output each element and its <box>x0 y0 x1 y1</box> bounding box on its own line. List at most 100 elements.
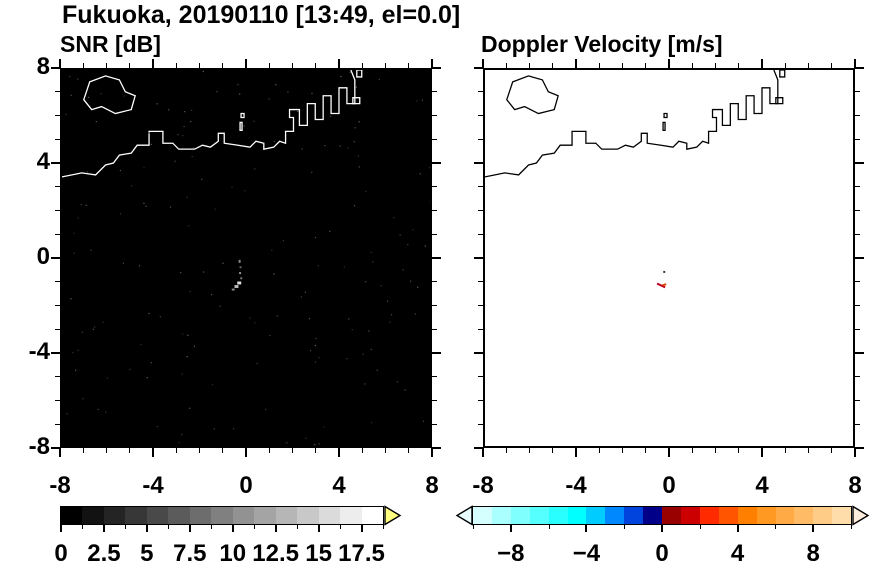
axis-tick <box>598 63 600 68</box>
noise-speckle <box>256 362 258 365</box>
noise-speckle <box>202 70 204 73</box>
axis-tick <box>408 448 410 453</box>
echo-marker <box>663 270 666 273</box>
x-tick-label: 0 <box>239 472 253 499</box>
axis-tick <box>855 400 860 401</box>
colorbar-segment <box>756 507 776 524</box>
noise-speckle <box>348 318 350 320</box>
noise-speckle <box>174 160 176 162</box>
colorbar-segment <box>473 507 492 524</box>
axis-tick <box>432 352 441 354</box>
axis-tick <box>478 305 483 306</box>
axis-tick <box>338 59 340 68</box>
noise-speckle <box>184 111 186 113</box>
axis-tick <box>199 63 200 68</box>
noise-speckle <box>102 321 104 323</box>
noise-speckle <box>81 331 84 333</box>
colorbar-tick <box>360 525 363 532</box>
noise-speckle <box>244 190 246 192</box>
noise-speckle <box>365 281 367 283</box>
colorbar-segment <box>189 507 212 524</box>
axis-tick <box>292 63 293 68</box>
axis-tick <box>292 448 293 453</box>
colorbar-segment <box>662 507 681 524</box>
axis-tick <box>55 91 60 93</box>
noise-speckle <box>301 148 303 150</box>
noise-speckle <box>232 428 235 430</box>
noise-speckle <box>243 125 245 127</box>
colorbar-segment <box>586 507 606 524</box>
noise-speckle <box>181 373 183 375</box>
noise-speckle <box>304 291 306 293</box>
noise-speckle <box>123 95 125 97</box>
noise-speckle <box>264 408 267 410</box>
axis-tick <box>59 448 61 457</box>
colorbar-tick-label: 12.5 <box>252 540 300 567</box>
axis-tick <box>622 448 623 453</box>
axis-tick <box>855 352 864 354</box>
noise-speckle <box>97 408 99 411</box>
colorbar-segment <box>211 507 233 524</box>
noise-speckle <box>386 300 389 302</box>
colorbar-minor-tick <box>624 525 626 529</box>
noise-speckle <box>343 266 345 268</box>
noise-speckle <box>311 92 313 94</box>
axis-tick <box>51 67 60 69</box>
axis-tick <box>55 400 60 401</box>
axis-tick <box>432 67 441 69</box>
axis-tick <box>338 448 340 457</box>
axis-tick <box>432 91 437 93</box>
colorbar-segment <box>61 507 83 524</box>
axis-tick <box>432 162 441 164</box>
noise-speckle <box>148 312 150 315</box>
axis-tick <box>55 210 60 211</box>
axis-tick <box>315 448 317 453</box>
noise-speckle <box>347 147 349 149</box>
noise-speckle <box>254 168 256 170</box>
colorbar-minor-tick <box>340 525 342 529</box>
axis-tick <box>55 305 60 306</box>
colorbar-segment <box>529 507 549 524</box>
axis-tick <box>199 448 200 453</box>
noise-speckle <box>106 377 109 379</box>
axis-tick <box>55 281 60 283</box>
colorbar-minor-tick <box>82 525 84 529</box>
axis-tick <box>175 63 177 68</box>
axis-tick <box>361 63 363 68</box>
noise-speckle <box>169 206 172 208</box>
island-path <box>83 75 136 115</box>
noise-speckle <box>122 262 125 264</box>
noise-speckle <box>202 271 205 273</box>
axis-tick <box>855 376 860 378</box>
colorbar-minor-tick <box>473 525 474 529</box>
noise-speckle <box>188 225 190 227</box>
noise-speckle <box>119 169 122 172</box>
noise-speckle <box>358 121 360 123</box>
axis-tick <box>622 63 623 68</box>
axis-tick <box>855 257 864 259</box>
noise-speckle <box>410 280 412 282</box>
axis-tick <box>152 59 154 68</box>
noise-speckle <box>75 369 77 371</box>
noise-speckle <box>305 437 307 439</box>
axis-tick <box>474 257 483 259</box>
doppler-panel-title: Doppler Velocity [m/s] <box>481 31 723 57</box>
axis-tick <box>55 138 60 140</box>
colorbar-tick <box>231 525 234 532</box>
colorbar-segment <box>643 507 663 524</box>
colorbar-segment <box>832 507 852 524</box>
noise-speckle <box>191 109 193 111</box>
axis-tick <box>245 59 247 68</box>
noise-speckle <box>183 125 185 128</box>
axis-tick <box>474 162 483 164</box>
axis-tick <box>432 423 437 425</box>
noise-speckle <box>105 411 107 413</box>
noise-speckle <box>191 155 193 158</box>
noise-speckle <box>130 185 133 187</box>
noise-speckle <box>412 229 414 231</box>
noise-speckle <box>216 91 218 93</box>
noise-speckle <box>275 84 277 86</box>
axis-tick <box>761 59 763 68</box>
noise-speckle <box>339 145 341 147</box>
noise-speckle <box>150 362 152 364</box>
